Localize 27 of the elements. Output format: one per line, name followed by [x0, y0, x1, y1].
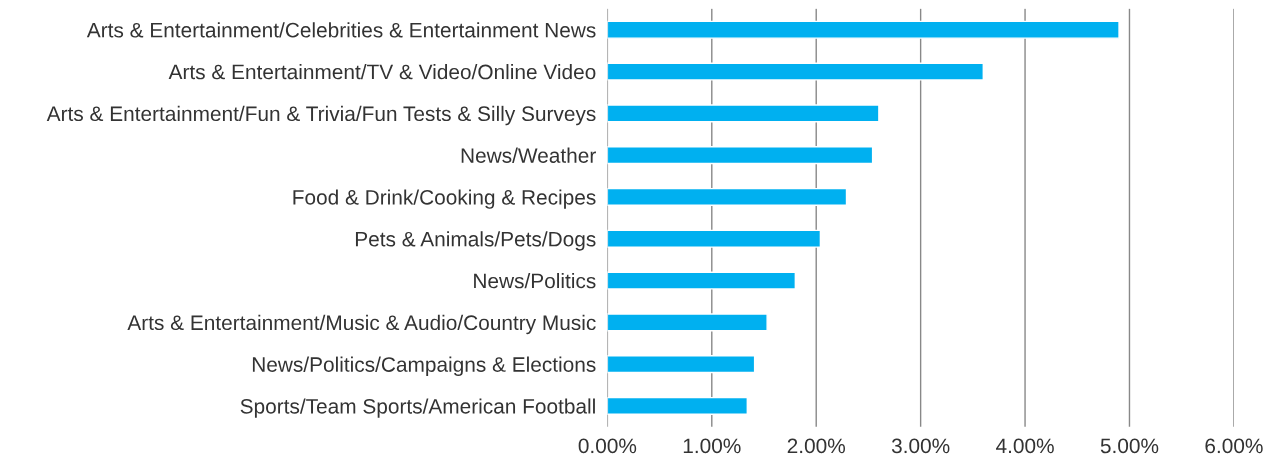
bar [607, 271, 797, 290]
x-tick-label: 5.00% [1100, 438, 1159, 454]
y-tick-label: News/Politics/Campaigns & Elections [252, 356, 596, 377]
x-tick-label: 4.00% [996, 438, 1054, 454]
x-tick-label: 0.00% [578, 438, 637, 454]
y-tick-label: Arts & Entertainment/Music & Audio/Country Music [127, 314, 596, 335]
y-tick-label: Arts & Entertainment/Fun & Trivia/Fun Tests & Silly Surveys [46, 105, 596, 126]
y-tick-label: News/Weather [461, 147, 596, 163]
bar [607, 396, 748, 415]
x-tick-label: 1.00% [683, 438, 741, 454]
bar [607, 313, 768, 332]
y-tick-label: Arts & Entertainment/Celebrities & Entertainment News [86, 22, 596, 38]
x-tick-label: 2.00% [787, 438, 846, 454]
y-tick-label: News/Politics [474, 273, 596, 289]
x-tick-label: 6.00% [1205, 438, 1263, 454]
y-tick-label: Food & Drink/Cooking & Recipes [293, 189, 596, 209]
bar [607, 187, 848, 207]
y-tick-label: Pets & Animals/Pets/Dogs [355, 231, 596, 251]
bar [607, 62, 984, 81]
x-tick-label: 3.00% [891, 438, 950, 454]
bar [607, 146, 874, 165]
y-tick-label: Arts & Entertainment/TV & Video/Online Video [168, 64, 596, 80]
bar [607, 355, 756, 374]
y-tick-label: Sports/Team Sports/American Football [240, 398, 595, 418]
bar [607, 104, 880, 123]
bar [607, 20, 1120, 39]
bar [607, 229, 822, 248]
